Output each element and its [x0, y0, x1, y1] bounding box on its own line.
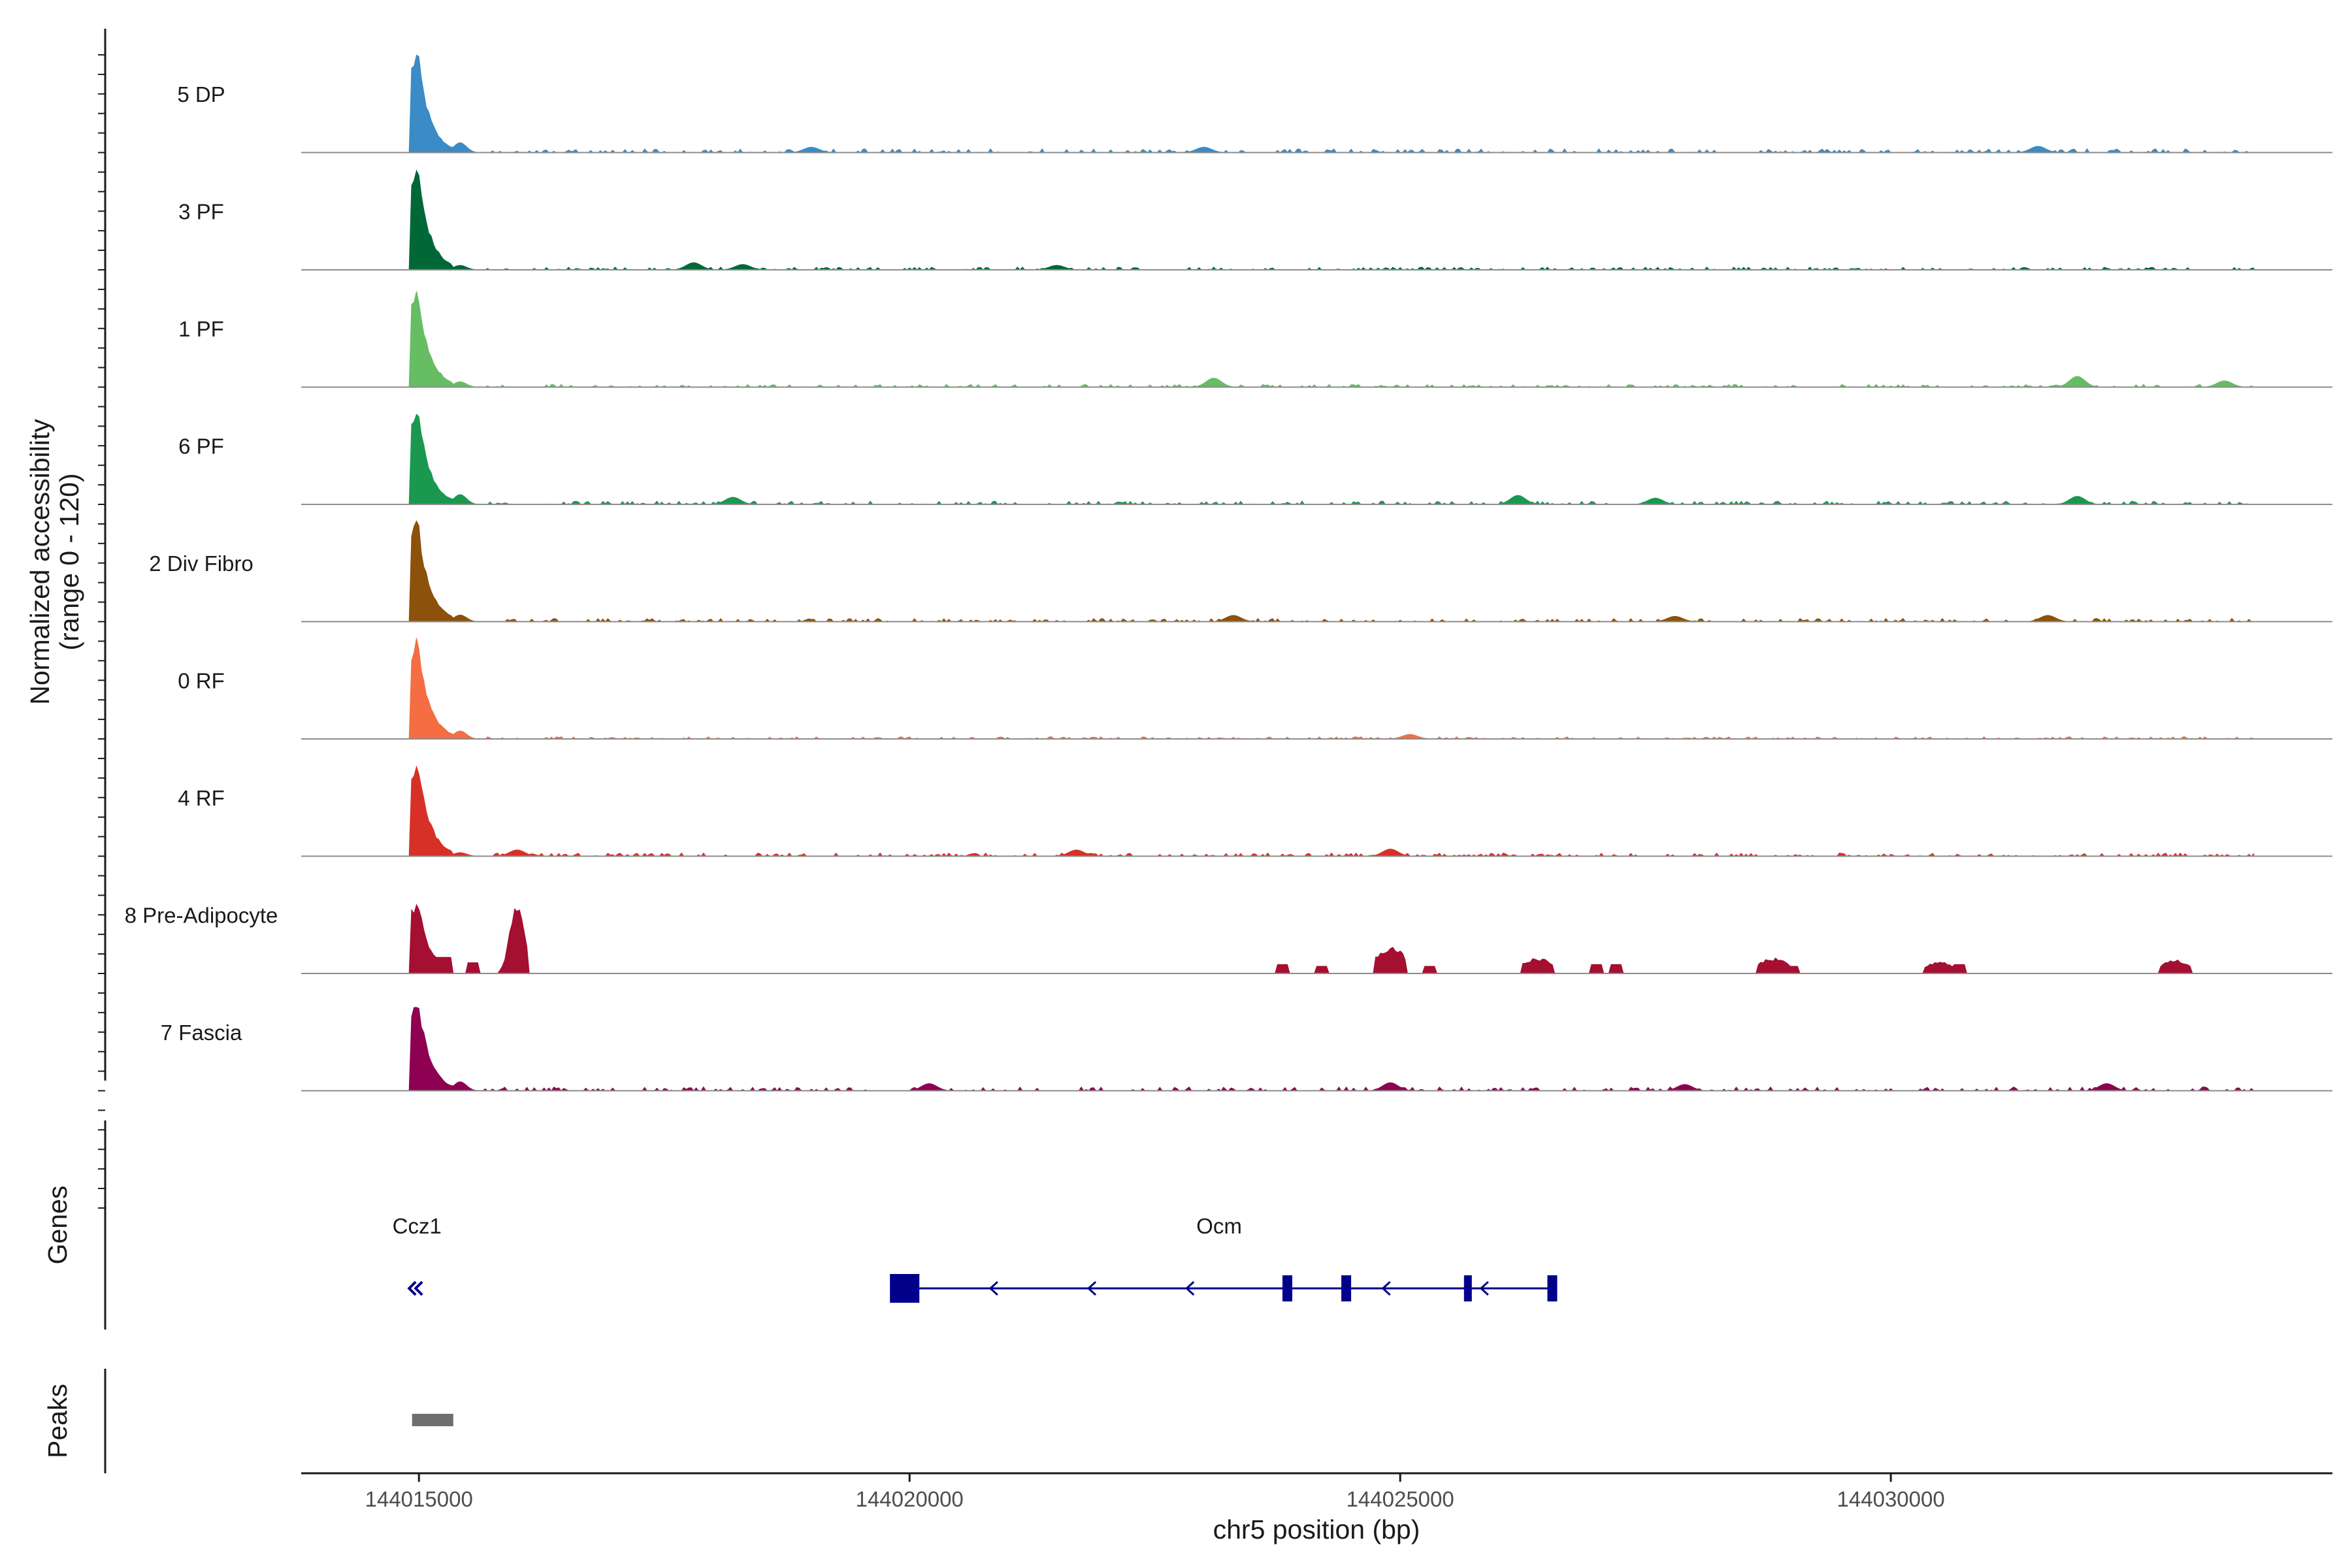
peak-track	[412, 1414, 453, 1426]
coverage-area	[404, 291, 2255, 388]
coverage-area	[404, 169, 2255, 270]
x-tick-label: 144020000	[856, 1487, 964, 1511]
exon	[1282, 1275, 1292, 1301]
track-label: 5 DP	[177, 82, 225, 106]
track-label: 3 PF	[178, 199, 224, 223]
coverage-area	[404, 414, 2254, 505]
gene-label: Ccz1	[393, 1214, 442, 1238]
track-label: 1 PF	[178, 317, 224, 341]
genes-panel-label: Genes	[42, 1186, 73, 1265]
strand-arrow	[1185, 1281, 1195, 1296]
coverage-y-ticks	[98, 54, 105, 1209]
x-axis-ticks: 144015000 144020000 144025000 144030000	[365, 1473, 1945, 1511]
strand-arrow	[1479, 1281, 1489, 1296]
y-axis-title-line1: Normalized accessibility	[25, 419, 55, 705]
coverage-area	[404, 638, 2255, 740]
coverage-area	[404, 1007, 2255, 1092]
peak-region	[412, 1414, 453, 1426]
track-7-fascia: 7 Fascia	[161, 1007, 2332, 1092]
gene-label: Ocm	[1196, 1214, 1242, 1238]
track-6-pf: 6 PF	[178, 414, 2332, 505]
gene-track: Ccz1 Ocm	[393, 1214, 1558, 1303]
track-label: 7 Fascia	[161, 1021, 242, 1045]
strand-arrow	[988, 1281, 998, 1296]
track-2-div-fibro: 2 Div Fibro	[149, 520, 2332, 623]
coverage-area	[404, 54, 2254, 154]
track-4-rf: 4 RF	[178, 765, 2332, 857]
x-tick-label: 144030000	[1837, 1487, 1945, 1511]
track-1-pf: 1 PF	[178, 291, 2332, 388]
coverage-area	[404, 765, 2255, 857]
strand-arrow	[414, 1281, 423, 1296]
track-label: 4 RF	[178, 786, 225, 810]
exon	[890, 1274, 920, 1303]
x-axis-title: chr5 position (bp)	[1213, 1514, 1420, 1544]
exon	[1547, 1275, 1558, 1301]
exon	[1463, 1275, 1472, 1301]
x-tick-label: 144025000	[1347, 1487, 1454, 1511]
track-label: 8 Pre-Adipocyte	[125, 903, 278, 927]
gene-ccz1: Ccz1	[393, 1214, 442, 1296]
peaks-panel-label: Peaks	[42, 1384, 73, 1458]
exon	[1341, 1275, 1352, 1301]
track-0-rf: 0 RF	[178, 638, 2332, 740]
track-3-pf: 3 PF	[178, 169, 2332, 270]
y-axis-title-line2: (range 0 - 120)	[54, 473, 84, 650]
coverage-area	[404, 520, 2254, 623]
track-label: 6 PF	[178, 434, 224, 458]
track-label: 2 Div Fibro	[149, 551, 253, 576]
track-8-pre-adipocyte: 8 Pre-Adipocyte	[125, 903, 2332, 974]
strand-arrow	[1381, 1281, 1391, 1296]
strand-arrow	[1086, 1281, 1097, 1296]
track-5-dp: 5 DP	[177, 54, 2332, 154]
x-tick-label: 144015000	[365, 1487, 473, 1511]
track-label: 0 RF	[178, 668, 225, 693]
strand-arrow	[407, 1281, 417, 1296]
gene-ocm: Ocm	[890, 1214, 1558, 1303]
coverage-area	[404, 904, 2254, 974]
coverage-tracks: 5 DP 3 PF 1 PF 6 PF 2 Div Fibro 0 RF 4 RF 8 Pre…	[125, 54, 2332, 1092]
